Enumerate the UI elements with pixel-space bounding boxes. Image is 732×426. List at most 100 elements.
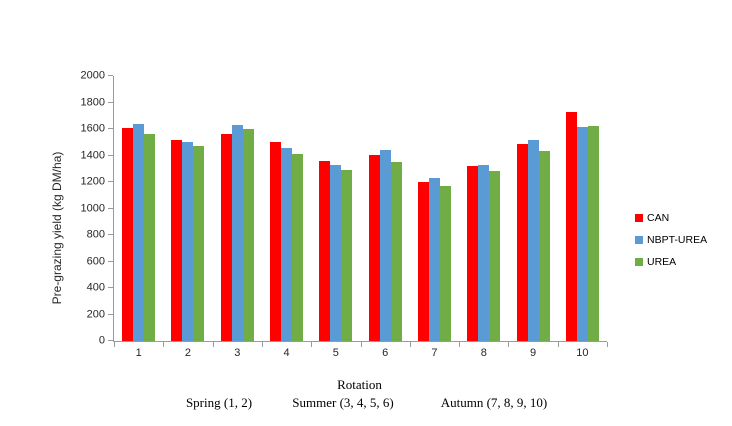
y-tick-mark — [108, 181, 113, 182]
y-tick-label: 1200 — [80, 175, 105, 188]
season-label-summer: Summer (3, 4, 5, 6) — [292, 395, 394, 410]
x-tick-mark — [212, 342, 214, 347]
bar-group — [558, 111, 607, 341]
y-tick-label: 0 — [98, 334, 105, 347]
bar-group — [213, 125, 262, 341]
bar-urea — [144, 134, 156, 341]
bar-urea — [193, 146, 205, 341]
y-tick-mark — [108, 101, 113, 103]
bar-urea — [489, 170, 501, 341]
x-tick-mark — [459, 342, 461, 347]
bar-group — [508, 140, 557, 341]
x-tick-label: 6 — [382, 347, 389, 359]
x-tick-label: 10 — [576, 347, 589, 359]
y-tick-mark — [108, 340, 113, 341]
y-tick-mark — [108, 75, 113, 76]
y-tick-label: 800 — [86, 228, 105, 241]
bar-can — [122, 128, 134, 341]
x-tick-label: 4 — [283, 347, 290, 359]
bar-nbpt-urea — [478, 165, 490, 341]
y-tick-mark — [108, 128, 113, 129]
legend-swatch-icon — [635, 214, 643, 222]
bar-nbpt-urea — [133, 124, 145, 341]
bar-can — [270, 141, 282, 341]
legend-item: UREA — [635, 256, 707, 268]
bar-urea — [390, 161, 402, 341]
y-tick-mark — [108, 207, 113, 209]
bar-nbpt-urea — [231, 125, 243, 341]
bar-urea — [587, 125, 599, 341]
y-tick-mark — [108, 287, 113, 288]
legend-item: CAN — [635, 212, 707, 224]
bar-group — [361, 150, 410, 341]
y-tick-mark — [108, 234, 113, 235]
x-tick-mark — [409, 342, 411, 347]
bar-group — [163, 139, 212, 341]
x-tick-label: 9 — [529, 347, 537, 359]
legend-label: UREA — [647, 256, 677, 268]
x-tick-label: 8 — [480, 347, 487, 359]
x-tick-label: 2 — [184, 347, 191, 359]
bar-group — [410, 178, 459, 341]
y-tick-mark — [108, 154, 113, 156]
bar-can — [319, 160, 331, 341]
bar-nbpt-urea — [428, 178, 440, 341]
x-tick-label: 3 — [234, 347, 241, 359]
legend-item: NBPT-UREA — [635, 234, 707, 246]
y-tick-label: 600 — [86, 255, 105, 267]
bar-nbpt-urea — [330, 164, 342, 341]
y-tick-label: 200 — [86, 308, 105, 320]
bar-can — [516, 144, 528, 341]
bar-group — [114, 124, 163, 341]
y-tick-label: 1000 — [80, 202, 105, 214]
bar-group — [311, 160, 360, 341]
x-tick-mark — [557, 342, 559, 347]
bar-nbpt-urea — [379, 150, 391, 341]
x-tick-label: 1 — [135, 347, 142, 359]
x-tick-mark — [163, 342, 165, 347]
bar-can — [368, 154, 380, 341]
season-label-autumn: Autumn (7, 8, 9, 10) — [440, 395, 548, 410]
y-tick-mark — [108, 313, 113, 315]
y-tick-label: 1600 — [80, 122, 105, 135]
x-tick-label: 5 — [332, 347, 339, 359]
legend-swatch-icon — [635, 236, 643, 244]
x-tick-mark — [508, 342, 510, 347]
bar-can — [417, 182, 429, 341]
legend-label: CAN — [647, 212, 670, 224]
bar-urea — [538, 150, 550, 341]
bar-can — [565, 111, 577, 341]
bar-nbpt-urea — [182, 141, 194, 341]
legend-swatch-icon — [635, 258, 643, 266]
bar-group — [262, 141, 311, 341]
y-tick-mark — [108, 260, 113, 262]
bar-nbpt-urea — [281, 147, 293, 341]
y-tick-label: 400 — [86, 281, 105, 294]
bar-can — [467, 166, 479, 341]
bar-nbpt-urea — [576, 127, 588, 341]
season-label-spring: Spring (1, 2) — [185, 395, 253, 410]
x-tick-mark — [114, 342, 115, 347]
y-tick-label: 2000 — [80, 69, 105, 82]
x-tick-mark — [607, 342, 608, 347]
legend: CAN NBPT-UREA UREA — [635, 212, 707, 278]
bar-urea — [292, 154, 304, 341]
legend-label: NBPT-UREA — [647, 234, 708, 246]
bar-can — [220, 134, 232, 341]
bar-urea — [341, 170, 353, 341]
x-axis-title: Rotation — [337, 377, 382, 392]
x-tick-label: 7 — [431, 347, 438, 359]
x-tick-mark — [311, 342, 313, 347]
bar-can — [171, 139, 183, 341]
y-tick-label: 1400 — [80, 149, 105, 161]
bar-nbpt-urea — [527, 140, 539, 341]
bar-urea — [242, 129, 254, 341]
bar-group — [459, 165, 508, 341]
x-tick-mark — [360, 342, 362, 347]
plot-area: 0 200 400 600 800 1000 1200 1400 1600 1800 2000 1 2 3… — [81, 70, 608, 359]
x-tick-mark — [261, 342, 263, 347]
y-axis-title: Pre-grazing yield (kg DM/ha) — [50, 151, 64, 305]
y-tick-label: 1800 — [80, 96, 105, 108]
bar-urea — [439, 186, 451, 341]
